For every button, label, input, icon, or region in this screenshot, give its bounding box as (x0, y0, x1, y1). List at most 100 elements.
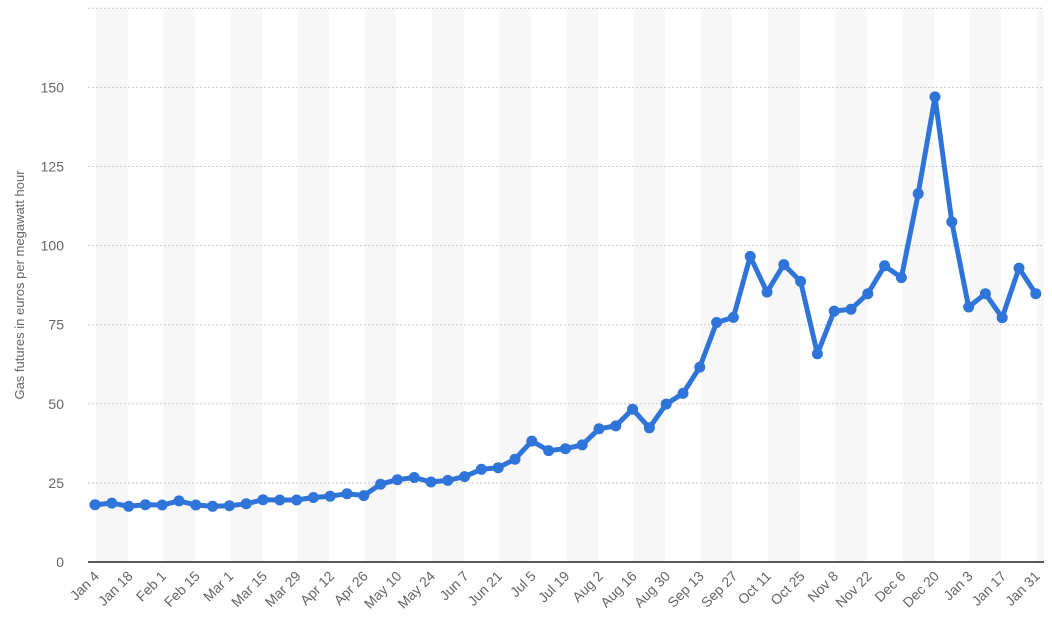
data-point (89, 499, 101, 511)
x-tick-label: Jun 21 (464, 568, 505, 609)
data-point (408, 472, 420, 483)
data-point (475, 463, 487, 475)
data-point (643, 422, 655, 434)
y-tick-label: 100 (41, 238, 65, 254)
data-point (845, 303, 857, 315)
data-point (509, 453, 521, 465)
column-band (566, 8, 598, 563)
data-point (879, 260, 891, 272)
y-tick-label: 75 (48, 317, 64, 333)
y-tick-labels: 0 25 50 75 100 125 150 (41, 79, 65, 570)
column-band (163, 8, 195, 563)
data-point (459, 471, 471, 483)
column-band (297, 8, 330, 563)
data-point (761, 286, 773, 298)
y-tick-label: 150 (41, 79, 65, 95)
column-band (633, 8, 666, 563)
x-tick-label: Sep 13 (664, 568, 707, 611)
data-point (324, 490, 336, 502)
data-point (610, 420, 622, 432)
data-point (811, 348, 823, 360)
data-point (576, 439, 588, 451)
data-point (996, 312, 1008, 324)
x-tick-label: Jul 5 (507, 568, 539, 600)
alternating-column-bands (96, 8, 1044, 563)
data-point (190, 499, 202, 511)
x-tick-label: Sep 27 (698, 568, 741, 611)
column-band (499, 8, 531, 563)
x-tick-label: Jul 19 (535, 568, 573, 606)
data-point (1013, 262, 1025, 274)
data-point (257, 494, 269, 506)
x-tick-label: Feb 15 (161, 568, 203, 610)
data-point (744, 250, 756, 262)
data-point (139, 499, 151, 511)
column-band (432, 8, 464, 563)
data-point (442, 474, 454, 486)
y-tick-label: 25 (48, 475, 64, 491)
data-point (677, 387, 689, 399)
data-point (727, 311, 739, 323)
data-point (492, 462, 504, 474)
data-point (123, 500, 135, 512)
data-point (559, 443, 571, 455)
x-tick-label: Jan 18 (95, 568, 136, 609)
data-point (543, 445, 555, 457)
y-axis-label: Gas futures in euros per megawatt hour (12, 170, 27, 400)
data-point (828, 305, 840, 317)
column-band (902, 8, 934, 563)
y-tick-label: 0 (56, 554, 64, 570)
x-tick-label: Dec 20 (899, 568, 942, 611)
x-tick-label: Mar 15 (228, 568, 270, 610)
x-tick-label: Nov 22 (832, 568, 875, 611)
x-tick-label: May 24 (394, 568, 438, 612)
data-point (274, 494, 286, 506)
series-points (89, 91, 1042, 512)
data-point (341, 488, 353, 500)
column-band (96, 8, 128, 563)
data-point (156, 499, 168, 511)
data-point (946, 216, 958, 228)
column-band (969, 8, 1002, 563)
data-point (291, 494, 303, 506)
data-point (795, 275, 807, 287)
data-point (963, 301, 975, 313)
data-point (375, 478, 387, 490)
data-point (593, 423, 605, 435)
data-point (694, 361, 706, 373)
x-tick-label: Apr 12 (297, 568, 338, 609)
data-point (627, 403, 639, 415)
column-band (700, 8, 733, 563)
column-band (835, 8, 867, 563)
y-tick-label: 125 (41, 159, 65, 175)
x-tick-label: Mar 29 (262, 568, 304, 610)
data-point (240, 498, 252, 510)
data-point (223, 500, 235, 512)
x-tick-label: Jan 17 (968, 568, 1009, 609)
data-point (711, 317, 723, 328)
column-band (1036, 8, 1044, 563)
column-band (364, 8, 397, 563)
data-point (358, 490, 370, 502)
data-point (895, 272, 907, 284)
data-point (106, 497, 118, 509)
column-band (230, 8, 262, 563)
data-point (307, 492, 319, 503)
data-point (391, 474, 403, 486)
x-tick-label: Jan 31 (1002, 568, 1043, 609)
data-point (425, 476, 437, 488)
x-tick-label: Aug 30 (631, 568, 674, 611)
x-tick-label: Oct 25 (767, 568, 808, 609)
data-point (173, 495, 185, 507)
x-tick-label: Oct 11 (734, 568, 774, 608)
y-gridlines (88, 7, 1044, 484)
data-point (660, 398, 672, 410)
data-point (912, 188, 924, 200)
data-point (862, 288, 874, 300)
data-point (929, 91, 941, 103)
y-tick-label: 50 (48, 396, 64, 412)
x-tick-label: Aug 16 (597, 568, 640, 611)
data-point (526, 435, 538, 447)
